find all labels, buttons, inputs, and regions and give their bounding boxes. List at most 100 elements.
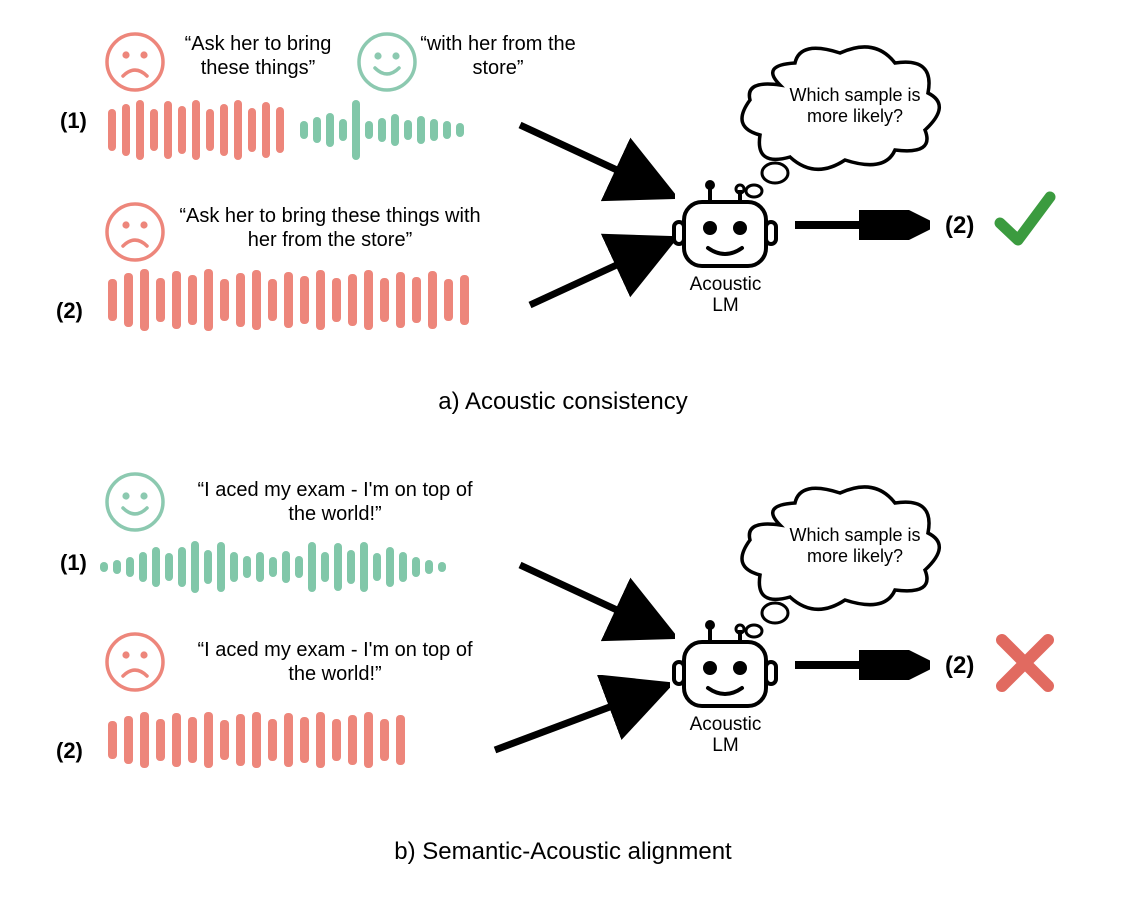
waveform-bar xyxy=(234,100,242,160)
waveform-bar xyxy=(220,720,229,760)
robot-label: Acoustic LM xyxy=(678,715,773,757)
waveform-red xyxy=(108,268,469,332)
waveform-bar xyxy=(425,560,433,574)
waveform-bar xyxy=(412,277,421,323)
waveform-bar xyxy=(378,118,386,142)
waveform-bar xyxy=(236,714,245,766)
waveform-bar xyxy=(136,100,144,160)
waveform-bar xyxy=(396,272,405,328)
waveform-bar xyxy=(108,109,116,151)
arrow-icon xyxy=(525,230,675,325)
arrow-icon xyxy=(490,675,670,770)
waveform-bar xyxy=(140,269,149,331)
cloud-text: Which sample is more likely? xyxy=(785,85,925,126)
thought-cloud-icon xyxy=(720,45,950,210)
waveform-bar xyxy=(192,100,200,160)
waveform-bar xyxy=(444,279,453,321)
panel-acoustic-consistency: “Ask her to bring these things” “with he… xyxy=(0,0,1126,430)
sad-face-icon xyxy=(103,630,167,699)
waveform-bar xyxy=(191,541,199,593)
waveform-bar xyxy=(412,557,420,577)
check-icon xyxy=(990,185,1060,260)
waveform-bar xyxy=(262,102,270,158)
happy-face-icon xyxy=(103,470,167,539)
waveform-bar xyxy=(236,273,245,327)
waveform-bar xyxy=(365,121,373,139)
waveform-bar xyxy=(386,547,394,587)
waveform-bar xyxy=(217,542,225,592)
waveform-bar xyxy=(417,116,425,144)
waveform-bar xyxy=(256,552,264,582)
thought-cloud-icon xyxy=(720,485,950,650)
waveform-bar xyxy=(284,713,293,767)
arrow-icon xyxy=(790,650,930,685)
cross-icon xyxy=(990,628,1060,703)
waveform-bar xyxy=(100,562,108,572)
waveform-bar xyxy=(380,719,389,761)
waveform-bar xyxy=(373,553,381,581)
waveform-bar xyxy=(364,270,373,330)
panel-caption: a) Acoustic consistency xyxy=(0,388,1126,416)
waveform-bar xyxy=(438,562,446,572)
robot-label-text: Acoustic LM xyxy=(690,714,762,756)
waveform-bar xyxy=(460,275,469,325)
arrow-icon xyxy=(790,210,930,245)
waveform-bar xyxy=(316,270,325,330)
waveform-bar xyxy=(113,560,121,574)
sample-label: (1) xyxy=(60,108,87,134)
waveform-bar xyxy=(156,278,165,322)
waveform-bar xyxy=(150,109,158,151)
waveform-bar xyxy=(300,717,309,763)
waveform-bar xyxy=(399,552,407,582)
waveform-bar xyxy=(188,275,197,325)
waveform-bar xyxy=(269,557,277,577)
waveform-bar xyxy=(334,543,342,591)
quote-text: “with her from the store” xyxy=(418,32,578,80)
waveform-bar xyxy=(339,119,347,141)
sample-label: (2) xyxy=(56,738,83,764)
quote-text: “Ask her to bring these things with her … xyxy=(175,204,485,252)
waveform-bar xyxy=(352,100,360,160)
waveform-bar xyxy=(220,279,229,321)
waveform-bar xyxy=(456,123,464,137)
waveform-bar xyxy=(326,113,334,147)
panel-caption: b) Semantic-Acoustic alignment xyxy=(0,838,1126,866)
waveform-bar xyxy=(164,101,172,159)
waveform-bar xyxy=(391,114,399,146)
waveform-bar xyxy=(321,552,329,582)
waveform-bar xyxy=(316,712,325,768)
waveform-bar xyxy=(108,279,117,321)
waveform-bar xyxy=(122,104,130,156)
waveform-bar xyxy=(308,542,316,592)
waveform-bar xyxy=(230,552,238,582)
waveform-bar xyxy=(243,556,251,578)
waveform-bar xyxy=(268,279,277,321)
waveform-bar xyxy=(428,271,437,329)
waveform-bar xyxy=(204,550,212,584)
waveform-bar xyxy=(276,107,284,153)
waveform-bar xyxy=(108,721,117,759)
waveform-bar xyxy=(248,108,256,152)
waveform-green xyxy=(300,98,464,162)
result-label: (2) xyxy=(945,652,974,680)
quote-text: “I aced my exam - I'm on top of the worl… xyxy=(185,638,485,686)
waveform-green xyxy=(100,538,446,596)
waveform-bar xyxy=(140,712,149,768)
waveform-bar xyxy=(282,551,290,583)
waveform-bar xyxy=(360,542,368,592)
quote-text: “I aced my exam - I'm on top of the worl… xyxy=(185,478,485,526)
waveform-bar xyxy=(300,121,308,139)
waveform-bar xyxy=(443,121,451,139)
waveform-bar xyxy=(204,712,213,768)
waveform-bar xyxy=(252,270,261,330)
waveform-bar xyxy=(165,553,173,581)
waveform-bar xyxy=(268,719,277,761)
waveform-bar xyxy=(347,550,355,584)
sample-label: (1) xyxy=(60,550,87,576)
waveform-bar xyxy=(284,272,293,328)
waveform-bar xyxy=(178,106,186,154)
waveform-bar xyxy=(156,719,165,761)
waveform-bar xyxy=(172,271,181,329)
sad-face-icon xyxy=(103,30,167,99)
waveform-bar xyxy=(396,715,405,765)
